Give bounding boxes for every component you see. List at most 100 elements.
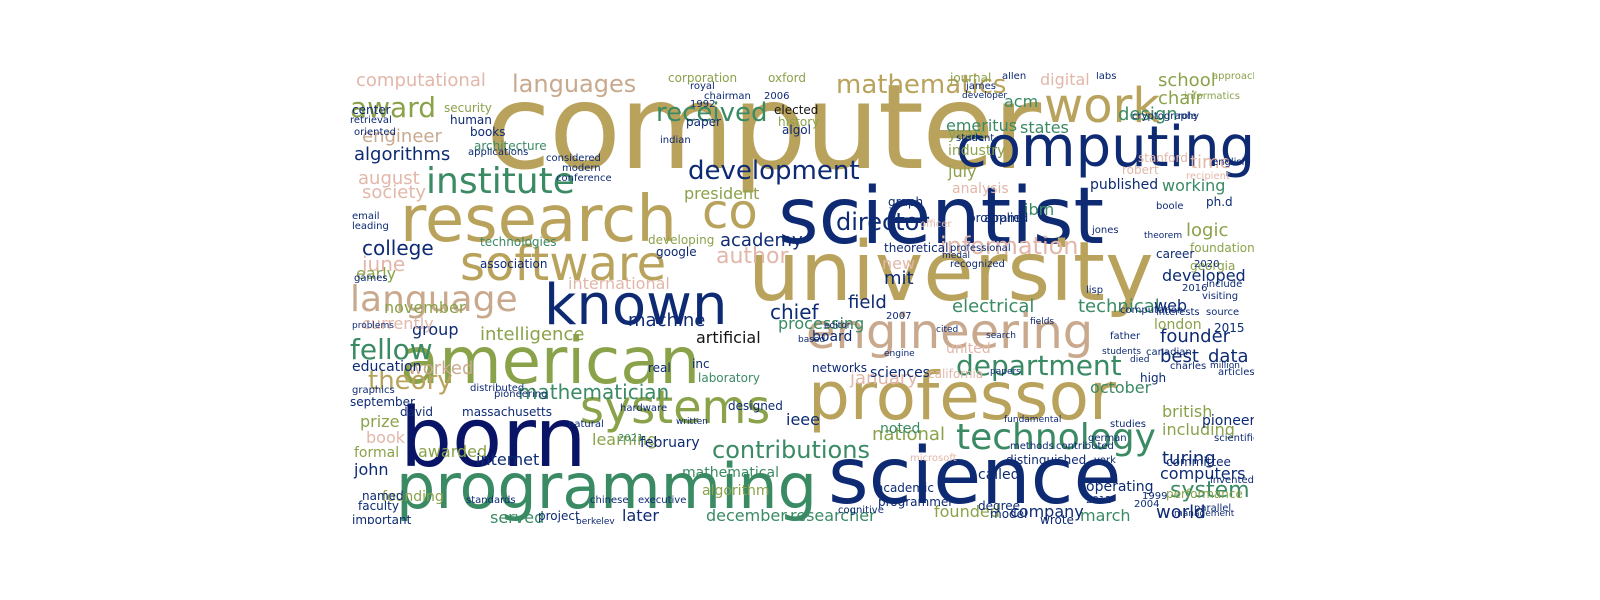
word: microsoft xyxy=(910,453,957,464)
word: million xyxy=(1210,361,1240,371)
word: pioneer xyxy=(1202,413,1254,429)
word: language xyxy=(350,279,518,320)
word: computation xyxy=(1120,305,1184,316)
word: time xyxy=(1190,152,1231,173)
word: born xyxy=(400,391,587,486)
word: 2004 xyxy=(1134,499,1160,510)
word: networks xyxy=(812,361,867,375)
word: chinese xyxy=(590,495,629,506)
word: work xyxy=(1044,78,1161,134)
word: software xyxy=(460,236,667,292)
word: recognized xyxy=(950,259,1005,270)
word: known xyxy=(544,273,728,338)
word: mathematical xyxy=(682,465,779,481)
word: california xyxy=(928,367,984,381)
word: operating xyxy=(1086,479,1154,495)
word: chairman xyxy=(704,91,751,102)
word: google xyxy=(656,245,697,259)
word: best xyxy=(1160,346,1199,367)
word: engineering xyxy=(806,304,1094,360)
word: developed xyxy=(1162,266,1246,285)
word: 2015 xyxy=(1214,321,1245,335)
word: industry xyxy=(948,143,1006,159)
word: chair xyxy=(1158,88,1203,109)
word: 2020 xyxy=(1194,259,1220,270)
word: web xyxy=(1154,296,1188,315)
word: artificial xyxy=(696,328,761,347)
word: logic xyxy=(1186,220,1229,241)
word: history xyxy=(778,115,820,129)
word: scientific xyxy=(1214,433,1254,444)
word: cognitive xyxy=(838,505,884,516)
word: institute xyxy=(426,161,575,202)
word: james xyxy=(966,81,997,92)
word: inc xyxy=(692,357,710,371)
word: ph.d xyxy=(1206,195,1233,209)
word: project xyxy=(538,509,580,523)
word: board xyxy=(812,329,853,345)
word: author xyxy=(716,244,789,269)
word: information xyxy=(940,232,1079,260)
word: father xyxy=(1110,331,1141,342)
word: march xyxy=(1080,506,1131,524)
word: machine xyxy=(628,310,706,331)
word: programs xyxy=(968,211,1026,225)
word: research xyxy=(400,183,677,257)
word: award xyxy=(350,91,437,124)
word: worked xyxy=(408,358,474,379)
word: department xyxy=(956,349,1122,382)
word: elected xyxy=(774,103,819,117)
word: security xyxy=(444,101,492,115)
word: professor xyxy=(808,358,1117,435)
word: january xyxy=(850,368,918,389)
word: robert xyxy=(1122,163,1159,177)
word: important xyxy=(352,513,412,524)
word: executive xyxy=(638,495,687,506)
word: high xyxy=(1140,371,1167,385)
word: acm xyxy=(1004,92,1039,111)
word: director xyxy=(836,208,930,236)
word: massachusetts xyxy=(462,405,553,419)
word: development xyxy=(688,156,860,186)
word: oxford xyxy=(768,72,806,85)
word: languages xyxy=(512,72,637,98)
word: including xyxy=(1162,420,1235,439)
word: include xyxy=(1206,279,1243,290)
word: computational xyxy=(356,72,486,91)
word: association xyxy=(480,257,548,271)
word: distributed xyxy=(470,383,525,394)
word: researcher xyxy=(790,506,876,524)
word: source xyxy=(1206,307,1240,318)
word: charles xyxy=(1170,361,1207,372)
word: developer xyxy=(962,91,1008,101)
word: fields xyxy=(1030,317,1055,327)
word: retrieval xyxy=(350,115,392,126)
word: committee xyxy=(1166,455,1231,469)
word: digital xyxy=(1040,72,1090,89)
word: june xyxy=(362,252,406,276)
word: august xyxy=(358,168,420,189)
word: john xyxy=(354,460,389,479)
word: search xyxy=(986,331,1016,341)
word: graphics xyxy=(352,385,395,396)
word: algorithm xyxy=(702,483,770,499)
word: systems xyxy=(580,380,771,434)
word: september xyxy=(350,395,415,409)
word: lisp xyxy=(1086,285,1104,296)
word: degree xyxy=(978,499,1021,513)
word: boole xyxy=(1156,201,1184,212)
word: corporation xyxy=(668,72,738,85)
word: died xyxy=(1130,355,1150,365)
word: london xyxy=(1154,317,1202,333)
word: school xyxy=(1158,72,1216,91)
word: 1992 xyxy=(690,99,716,110)
word: american xyxy=(400,325,700,399)
word: engine xyxy=(884,349,915,359)
word: february xyxy=(640,435,700,451)
word: wrote xyxy=(1040,513,1074,524)
word: leading xyxy=(352,221,389,232)
word: computing xyxy=(956,115,1254,180)
word: english xyxy=(1212,157,1248,168)
word: book xyxy=(366,428,405,447)
word: 2021 xyxy=(618,433,644,444)
